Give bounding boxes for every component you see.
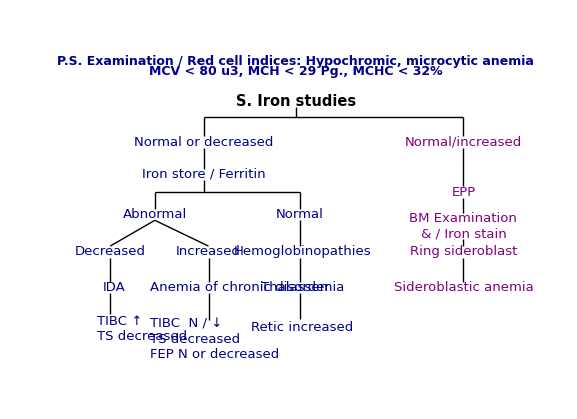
Text: Sideroblastic anemia: Sideroblastic anemia bbox=[394, 281, 533, 294]
Text: EPP: EPP bbox=[451, 186, 475, 199]
Text: Decreased: Decreased bbox=[74, 246, 145, 259]
Text: IDA: IDA bbox=[103, 281, 125, 294]
Text: TIBC  N / ↓
TS decreased
FEP N or decreased: TIBC N / ↓ TS decreased FEP N or decreas… bbox=[151, 318, 280, 360]
Text: Abnormal: Abnormal bbox=[123, 208, 187, 221]
Text: BM Examination
& / Iron stain: BM Examination & / Iron stain bbox=[410, 212, 518, 240]
Text: Hemoglobinopathies: Hemoglobinopathies bbox=[234, 246, 371, 259]
Text: Ring sideroblast: Ring sideroblast bbox=[410, 246, 517, 259]
Text: P.S. Examination / Red cell indices: Hypochromic, microcytic anemia: P.S. Examination / Red cell indices: Hyp… bbox=[57, 55, 534, 68]
Text: Thalassemia: Thalassemia bbox=[261, 281, 344, 294]
Text: Anemia of chronic disorder: Anemia of chronic disorder bbox=[151, 281, 330, 294]
Text: Increased: Increased bbox=[176, 246, 241, 259]
Text: S. Iron studies: S. Iron studies bbox=[235, 94, 356, 109]
Text: Retic increased: Retic increased bbox=[252, 321, 354, 334]
Text: TIBC ↑
TS decreased: TIBC ↑ TS decreased bbox=[97, 316, 187, 343]
Text: Normal: Normal bbox=[276, 208, 324, 221]
Text: MCV < 80 u3, MCH < 29 Pg., MCHC < 32%: MCV < 80 u3, MCH < 29 Pg., MCHC < 32% bbox=[149, 65, 443, 78]
Text: Normal or decreased: Normal or decreased bbox=[134, 136, 273, 149]
Text: Normal/increased: Normal/increased bbox=[405, 136, 522, 149]
Text: Iron store / Ferritin: Iron store / Ferritin bbox=[142, 168, 266, 181]
